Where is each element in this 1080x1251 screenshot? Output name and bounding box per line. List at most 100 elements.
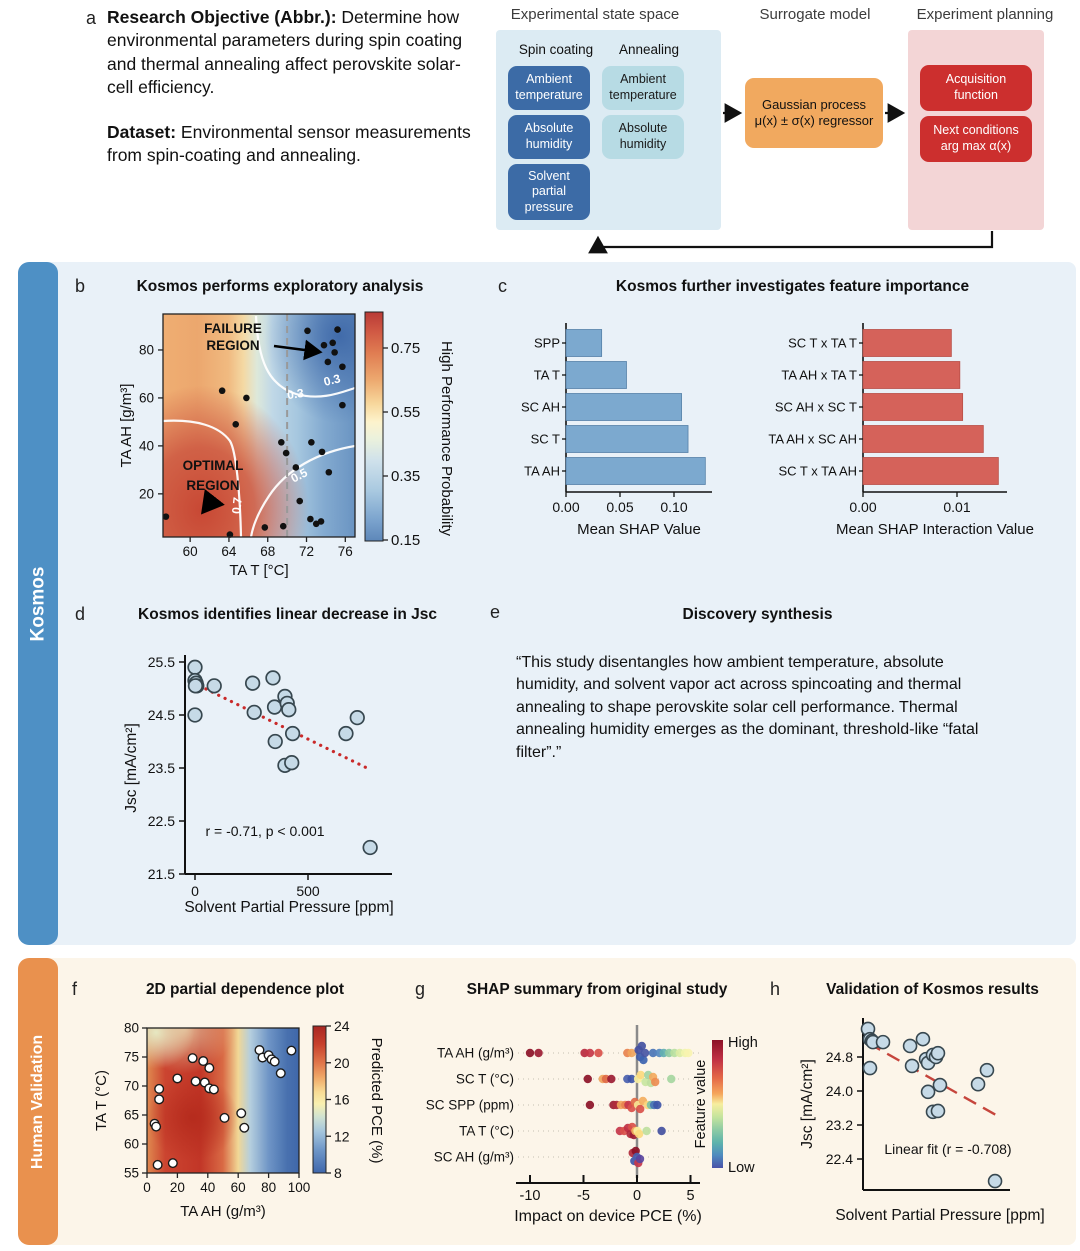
svg-text:20: 20 xyxy=(170,1180,185,1195)
contour-lines xyxy=(163,315,355,537)
panel-letter-e: e xyxy=(490,602,501,622)
panel-b-chart: 0.30.30.50.7FAILUREREGIONOPTIMALREGION60… xyxy=(118,311,455,579)
contour-label: 0.3 xyxy=(286,386,305,402)
bar-category-label: SC T x TA AH xyxy=(778,464,857,479)
trend-line xyxy=(197,684,371,771)
svg-text:REGION: REGION xyxy=(186,478,239,493)
panel-g-title: SHAP summary from original study xyxy=(466,981,728,998)
svg-text:80: 80 xyxy=(124,1021,139,1036)
optimal-region-label: OPTIMAL xyxy=(183,458,244,473)
header-planning: Experiment planning xyxy=(916,6,1054,23)
box-next-conditions: Next conditions arg max α(x) xyxy=(920,116,1032,162)
panel-d-chart: 21.5 22.5 23.5 24.5 25.5 0 500 r = -0.71, p < 0… xyxy=(123,654,394,916)
svg-text:23.2: 23.2 xyxy=(826,1117,853,1133)
human-validation-sidebar: Human Validation xyxy=(18,958,58,1245)
colorbar xyxy=(364,311,384,542)
box-an-absolute-humidity: Absolute humidity xyxy=(602,115,684,159)
colorbar-low-label: Low xyxy=(728,1160,755,1176)
y-axis-label: TA T (°C) xyxy=(93,1070,110,1131)
bar-category-label: TA T xyxy=(534,368,560,383)
correlation-annotation: r = -0.71, p < 0.001 xyxy=(205,823,324,839)
svg-text:68: 68 xyxy=(260,544,275,559)
svg-text:0.00: 0.00 xyxy=(552,499,579,515)
y-axis-label: Jsc [mA/cm²] xyxy=(123,723,140,813)
discovery-synthesis-quote: “This study disentangles how ambient tem… xyxy=(516,654,979,761)
header-surrogate: Surrogate model xyxy=(759,6,871,23)
svg-text:70: 70 xyxy=(124,1079,139,1094)
panel-letter-b: b xyxy=(75,276,86,296)
panel-d-title: Kosmos identifies linear decrease in Jsc xyxy=(138,606,437,623)
svg-text:24: 24 xyxy=(334,1018,350,1034)
experiment-planning-panel: Acquisition function Next conditions arg… xyxy=(908,30,1044,230)
svg-text:0.00: 0.00 xyxy=(849,499,876,515)
panel-b-title: Kosmos performs exploratory analysis xyxy=(136,278,424,295)
svg-text:65: 65 xyxy=(124,1108,139,1123)
svg-text:60: 60 xyxy=(124,1137,139,1152)
x-axis-label: Solvent Partial Pressure [ppm] xyxy=(184,899,393,916)
svg-text:-5: -5 xyxy=(577,1188,590,1204)
x-axis-label: Impact on device PCE (%) xyxy=(514,1208,702,1225)
svg-text:-10: -10 xyxy=(520,1188,541,1204)
panel-letter-g: g xyxy=(415,979,426,999)
svg-text:0.35: 0.35 xyxy=(391,468,420,485)
feedback-arrow xyxy=(588,231,994,254)
svg-text:0.55: 0.55 xyxy=(391,404,420,421)
panel-f-chart: 0 20 40 60 80 100 55 60 65 70 75 80 TA AH (g/m³) TA T… xyxy=(93,1018,385,1220)
svg-text:0: 0 xyxy=(143,1180,151,1195)
feature-label: TA T (°C) xyxy=(459,1124,514,1139)
shap-dots-row xyxy=(585,1096,662,1114)
bar-SC T x TA AH xyxy=(862,457,999,485)
svg-text:40: 40 xyxy=(139,438,154,453)
svg-text:0.05: 0.05 xyxy=(606,499,633,515)
svg-text:60: 60 xyxy=(139,390,154,405)
svg-text:60: 60 xyxy=(183,544,198,559)
svg-text:0.15: 0.15 xyxy=(391,532,420,549)
shap-dots-row xyxy=(525,1041,693,1065)
sample-points xyxy=(162,326,346,538)
svg-text:72: 72 xyxy=(299,544,314,559)
colorbar-label: Predicted PCE (%) xyxy=(368,1038,385,1164)
objective-text: Determine how environmental parameters d… xyxy=(107,7,463,97)
svg-text:80: 80 xyxy=(139,342,154,357)
svg-text:500: 500 xyxy=(296,883,320,899)
svg-text:22.5: 22.5 xyxy=(148,813,175,829)
svg-text:20: 20 xyxy=(334,1055,350,1071)
bar-x-axis-label: Mean SHAP Value xyxy=(577,521,701,538)
colorbar-label: High Performance Probability xyxy=(438,341,455,537)
bar-TA T xyxy=(565,361,627,389)
bar-SC AH xyxy=(565,393,682,421)
objective-paragraph: Research Objective (Abbr.): Determine ho… xyxy=(107,6,479,99)
box-an-ambient-temperature: Ambient temperature xyxy=(602,66,684,110)
feature-label: SC AH (g/m³) xyxy=(434,1150,514,1165)
kosmos-sidebar: Kosmos xyxy=(18,262,58,945)
svg-text:0: 0 xyxy=(191,883,199,899)
experiment-points xyxy=(149,1045,297,1170)
svg-text:0: 0 xyxy=(633,1188,641,1204)
panel-f-title: 2D partial dependence plot xyxy=(145,981,345,998)
svg-text:21.5: 21.5 xyxy=(148,866,175,882)
x-axis-label: TA T [°C] xyxy=(229,562,288,579)
spin-coating-title: Spin coating xyxy=(518,42,594,57)
panel-letter-h: h xyxy=(770,979,781,999)
svg-text:REGION: REGION xyxy=(206,338,259,353)
objective-label: Research Objective (Abbr.): xyxy=(107,7,337,27)
svg-text:64: 64 xyxy=(221,544,237,559)
gaussian-process-box: Gaussian process μ(x) ± σ(x) regressor xyxy=(745,78,883,148)
panel-c-title: Kosmos further investigates feature impo… xyxy=(615,278,970,295)
research-objective-block: Research Objective (Abbr.): Determine ho… xyxy=(107,6,479,190)
x-axis-label: Solvent Partial Pressure [ppm] xyxy=(835,1207,1044,1224)
dataset-label: Dataset: xyxy=(107,122,177,143)
panel-g-chart: TA AH (g/m³) SC T (°C) SC SPP (ppm) TA T (°… xyxy=(426,1025,758,1225)
svg-text:23.5: 23.5 xyxy=(148,760,175,776)
bar-SPP xyxy=(565,329,603,357)
svg-text:24.8: 24.8 xyxy=(826,1049,853,1065)
bar-TA AH x SC AH xyxy=(862,425,984,453)
heatmap-background xyxy=(147,1028,299,1173)
bar-SC AH x SC T xyxy=(862,393,964,421)
bar-category-label: SC AH x SC T xyxy=(775,400,857,415)
bar-category-label: TA AH xyxy=(524,464,560,479)
bar-category-label: SPP xyxy=(534,336,560,351)
svg-text:25.5: 25.5 xyxy=(148,654,175,670)
colorbar-label: Feature value xyxy=(693,1060,709,1149)
